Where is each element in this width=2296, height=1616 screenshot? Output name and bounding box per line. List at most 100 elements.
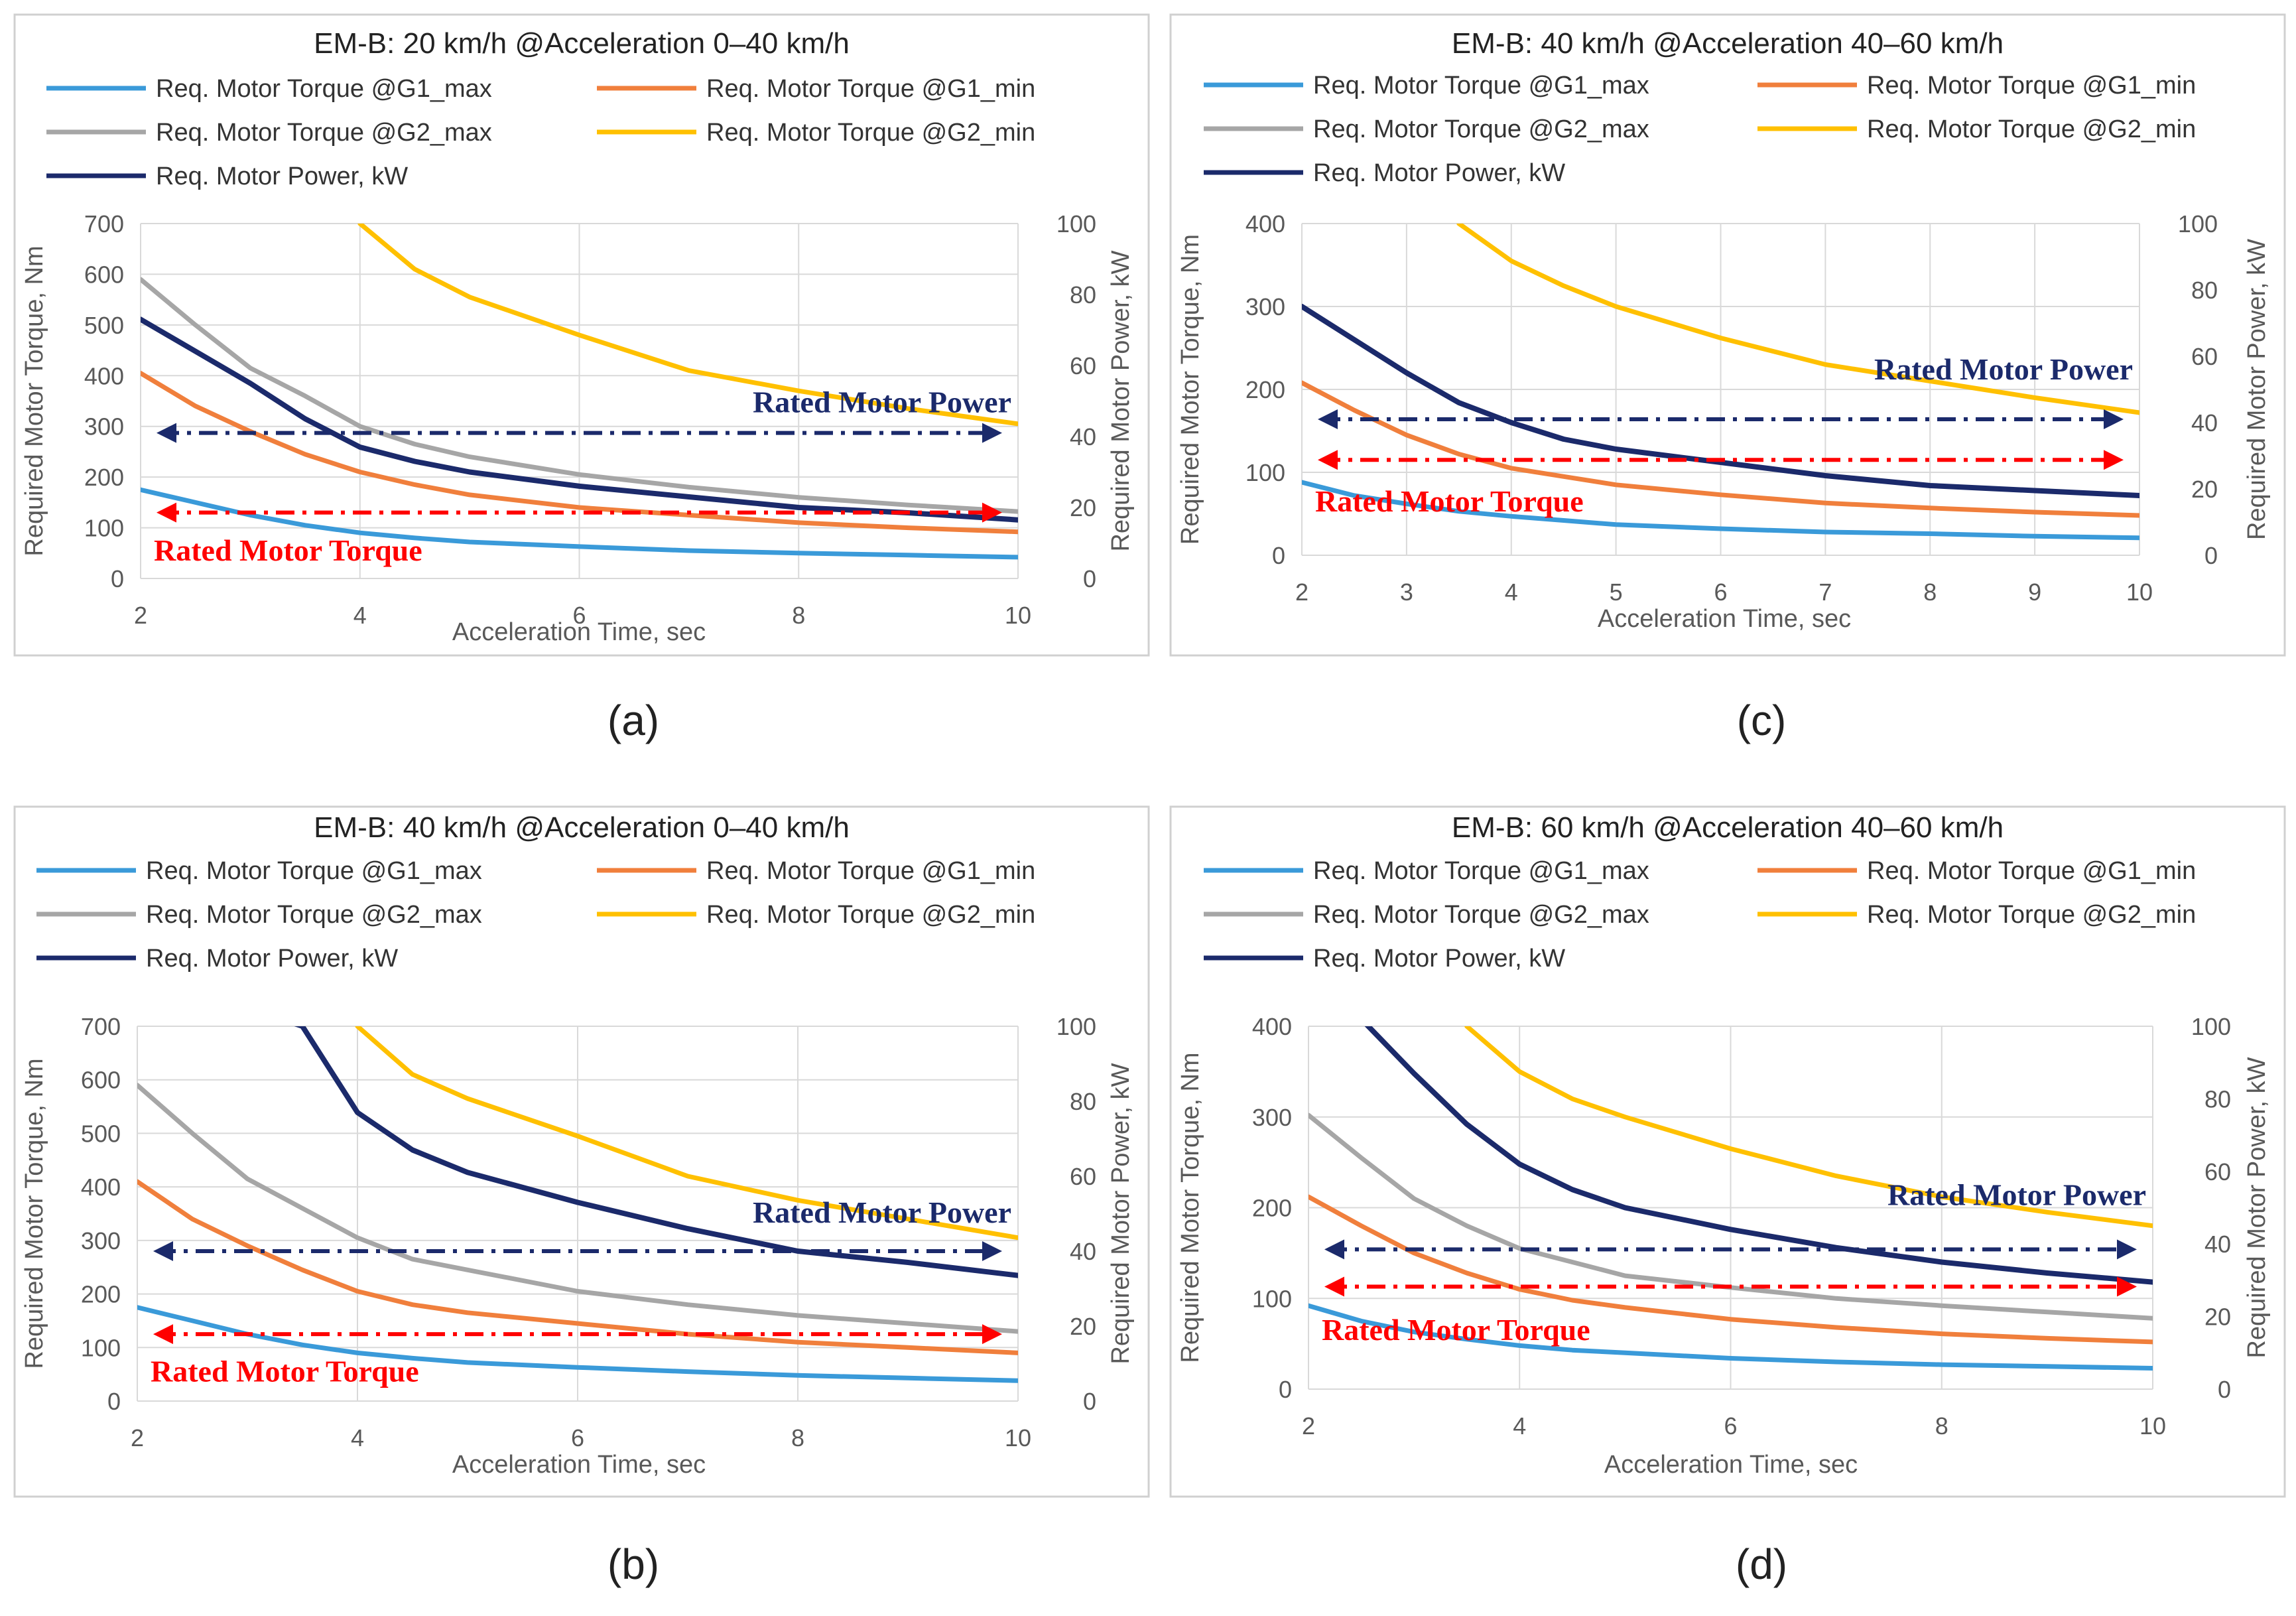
y2-tick-label: 60 [2191,343,2218,370]
y2-tick-label: 40 [2191,409,2218,437]
x-tick-label: 4 [1505,578,1518,606]
panel-caption: (d) [1736,1540,1787,1588]
rated-power-label: Rated Motor Power [753,1195,1011,1229]
y-axis-label: Required Motor Torque, Nm [1177,1052,1204,1363]
series-line-g2max [1308,1112,2153,1321]
y-tick-label: 0 [1272,542,1285,569]
x-tick-label: 8 [1923,578,1937,606]
y-tick-label: 700 [84,210,124,237]
y2-tick-label: 80 [2204,1085,2231,1112]
rated-torque-label: Rated Motor Torque [151,1355,419,1388]
x-tick-label: 10 [1005,602,1031,629]
legend-label-g2min: Req. Motor Torque @G2_min [706,119,1035,147]
y2-tick-label: 60 [1070,1163,1096,1190]
y-tick-label: 500 [84,312,124,339]
y2-tick-label: 0 [1083,1388,1096,1415]
y-tick-label: 300 [1252,1104,1292,1131]
y-tick-label: 400 [84,362,124,389]
x-tick-label: 10 [1005,1424,1031,1451]
series-line-g2min [357,224,1018,427]
x-tick-label: 2 [131,1424,144,1451]
y-axis-label: Required Motor Torque, Nm [1177,234,1204,545]
y-tick-label: 0 [111,565,124,592]
legend-label-g1max: Req. Motor Torque @G1_max [1313,72,1649,100]
rated-power-label: Rated Motor Power [1874,352,2133,386]
legend-label-g2min: Req. Motor Torque @G2_min [1867,115,2196,143]
y-tick-label: 400 [1245,210,1285,237]
x-tick-label: 7 [1818,578,1832,606]
rated-torque-label: Rated Motor Torque [1322,1313,1590,1347]
y-tick-label: 600 [84,261,124,288]
x-tick-label: 8 [791,1424,804,1451]
y-tick-label: 600 [81,1067,121,1094]
legend-label-g1min: Req. Motor Torque @G1_min [1867,72,2196,100]
x-tick-label: 2 [1302,1412,1315,1440]
legend-label-power: Req. Motor Power, kW [1313,159,1565,187]
rated-torque-label: Rated Motor Torque [1315,484,1584,518]
chart-title: EM-B: 40 km/h @Acceleration 40–60 km/h [1452,27,2004,60]
y2-axis-label: Required Motor Power, kW [1107,1063,1135,1364]
y-axis-label: Required Motor Torque, Nm [21,245,48,556]
panel-caption: (a) [607,697,659,744]
y-tick-label: 200 [84,464,124,491]
y2-tick-label: 80 [1070,1088,1096,1115]
x-tick-label: 4 [353,602,367,629]
y-tick-label: 300 [1245,293,1285,320]
chart-title: EM-B: 60 km/h @Acceleration 40–60 km/h [1452,811,2004,844]
x-tick-label: 8 [1935,1412,1948,1440]
chart-panel-d: EM-B: 60 km/h @Acceleration 40–60 km/h Re… [1169,805,2286,1588]
chart-panel-a: EM-B: 20 km/h @Acceleration 0–40 km/h Req… [13,13,1150,744]
y-tick-label: 100 [1252,1285,1292,1312]
y-tick-label: 700 [81,1013,121,1040]
legend-label-g1max: Req. Motor Torque @G1_max [146,857,482,885]
legend-label-g2max: Req. Motor Torque @G2_max [1313,901,1649,929]
x-tick-label: 6 [1714,578,1727,606]
legend-label-g1min: Req. Motor Torque @G1_min [1867,857,2196,885]
y2-tick-label: 20 [1070,494,1096,521]
y-tick-label: 100 [1245,459,1285,486]
y2-tick-label: 100 [2178,210,2218,237]
legend-label-g1max: Req. Motor Torque @G1_max [156,75,492,103]
y2-axis-label: Required Motor Power, kW [1107,250,1135,551]
x-tick-label: 6 [572,602,586,629]
rated-power-label: Rated Motor Power [753,385,1011,419]
y-tick-label: 0 [107,1388,121,1415]
y-axis-label: Required Motor Torque, Nm [21,1058,48,1369]
chart-panel-c: EM-B: 40 km/h @Acceleration 40–60 km/h Re… [1169,13,2286,744]
legend-label-g1min: Req. Motor Torque @G1_min [706,75,1035,103]
y-tick-label: 200 [1252,1195,1292,1222]
x-tick-label: 5 [1610,578,1623,606]
x-tick-label: 6 [1724,1412,1737,1440]
y-tick-label: 100 [81,1334,121,1361]
x-axis-label: Acceleration Time, sec [1604,1451,1858,1479]
y-tick-label: 500 [81,1120,121,1147]
legend-label-g2max: Req. Motor Torque @G2_max [156,119,492,147]
y2-axis-label: Required Motor Power, kW [2243,1057,2271,1358]
x-tick-label: 9 [2028,578,2041,606]
y2-tick-label: 40 [1070,1238,1096,1265]
chart-panel-b: EM-B: 40 km/h @Acceleration 0–40 km/h Req… [13,805,1150,1588]
y2-tick-label: 0 [2218,1376,2231,1403]
y2-tick-label: 0 [1083,565,1096,592]
panel-frame [1169,13,2286,657]
x-tick-label: 3 [1400,578,1413,606]
legend-label-g2min: Req. Motor Torque @G2_min [1867,901,2196,929]
y2-tick-label: 40 [1070,423,1096,450]
y2-tick-label: 60 [2204,1158,2231,1185]
series-line-power [1364,1026,2153,1285]
y2-tick-label: 20 [2204,1304,2231,1331]
x-tick-label: 10 [2126,578,2153,606]
x-axis-label: Acceleration Time, sec [452,1451,706,1479]
rated-power-label: Rated Motor Power [1887,1178,2146,1211]
series-line-g1min [1302,380,2139,518]
series-line-g2max [137,1083,1018,1334]
y2-tick-label: 100 [2191,1013,2231,1040]
legend-label-g2min: Req. Motor Torque @G2_min [706,901,1035,929]
legend-label-power: Req. Motor Power, kW [1313,945,1565,973]
y2-tick-label: 40 [2204,1231,2231,1258]
y2-tick-label: 20 [2191,476,2218,503]
chart-title: EM-B: 40 km/h @Acceleration 0–40 km/h [314,811,850,844]
series-line-g2max [141,277,1018,514]
y2-tick-label: 0 [2204,542,2218,569]
